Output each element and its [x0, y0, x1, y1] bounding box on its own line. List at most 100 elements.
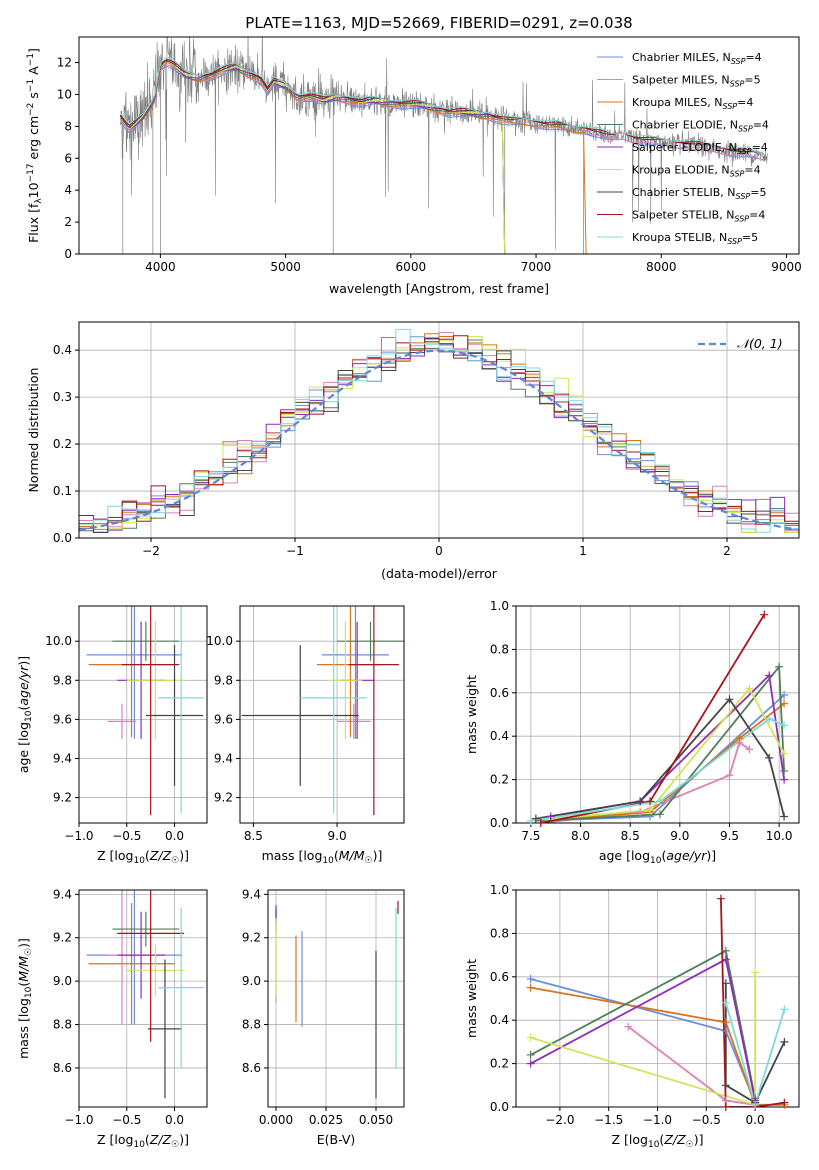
weight-line [540, 664, 785, 822]
x-tick-label: 2 [723, 544, 731, 558]
x-axis-label: wavelength [Angstrom, rest frame] [329, 281, 549, 296]
x-tick-label: −1.0 [643, 1113, 672, 1127]
weight-marker [716, 894, 725, 903]
y-tick-label: 0.0 [490, 1100, 509, 1114]
y-tick-label: 2 [64, 215, 72, 229]
y-axis-label: age [log10(age/yr)] [16, 656, 34, 773]
y-axis-label: Normed distribution [26, 368, 41, 493]
weight-marker [735, 734, 744, 743]
x-tick-label: 0.0 [165, 829, 184, 843]
y-tick-label: 0.6 [490, 970, 509, 984]
y-tick-label: 0.4 [490, 1013, 509, 1027]
y-tick-label: 0.0 [490, 816, 509, 830]
weight-marker [780, 1037, 789, 1046]
histogram-kroupa-stelib [79, 328, 799, 538]
legend-entry: Kroupa ELODIE, NSSP=4 [632, 164, 761, 179]
age-vs-Z-panel: −1.0 −0.5 0.0 9.2 9.4 9.6 9.8 10.0 Z [log10(Z/Z☉… [16, 605, 208, 866]
weight-marker [636, 808, 645, 817]
figure-title: PLATE=1163, MJD=52669, FIBERID=0291, z=0… [245, 14, 632, 32]
y-tick-label: 1.0 [490, 599, 509, 613]
y-tick-label: 10.0 [45, 634, 72, 648]
weight-marker [721, 1081, 730, 1090]
y-tick-label: 8.8 [53, 1018, 72, 1032]
weight-marker [721, 1103, 730, 1111]
y-tick-label: 0.0 [53, 531, 72, 545]
weight-marker [526, 1033, 535, 1042]
y-tick-label: 9.4 [53, 751, 72, 765]
weight-marker [526, 1050, 535, 1059]
y-tick-label: 8 [64, 119, 72, 133]
x-tick-label: 8000 [646, 260, 677, 274]
x-tick-label: −1 [286, 544, 304, 558]
weight-marker [780, 1098, 789, 1107]
weight-marker [765, 753, 774, 762]
x-tick-label: 0.000 [259, 1113, 293, 1127]
spectrum-panel: 4000 5000 6000 7000 8000 9000 0 2 4 6 8 10 12 wavelen… [26, 36, 802, 296]
weight-marker [546, 812, 555, 821]
spectrum-marks [119, 37, 768, 254]
weight-marker [745, 745, 754, 754]
weight-marker [646, 797, 655, 806]
x-tick-label: 0.0 [746, 1113, 765, 1127]
weight-marker [751, 968, 760, 977]
y-tick-label: 9.2 [53, 931, 72, 945]
age-vs-Z-marks [86, 606, 205, 816]
model-kroupa-stelib [119, 56, 766, 156]
weight-marker [655, 810, 664, 819]
y-tick-label: 0 [64, 247, 72, 261]
legend-entry: Chabrier MILES, NSSP=4 [632, 51, 762, 66]
weight-marker [780, 812, 789, 821]
weight-marker [780, 1005, 789, 1014]
mass-vs-Z-marks [86, 890, 205, 1099]
weight-marker [721, 979, 730, 988]
weight-marker [531, 814, 540, 823]
x-tick-label: −2 [142, 544, 160, 558]
model-kroupa-miles [119, 62, 587, 254]
y-axis-label: mass [log10(M/M☉)] [16, 938, 34, 1059]
x-tick-label: −2.0 [545, 1113, 574, 1127]
weight-marker [646, 805, 655, 814]
y-tick-label: 0.4 [490, 729, 509, 743]
y-tick-label: 9.2 [242, 931, 261, 945]
x-tick-label: 9.0 [328, 829, 347, 843]
weight-vs-age-marks [530, 614, 785, 823]
weight-marker [721, 1018, 730, 1027]
y-tick-label: 1.0 [490, 883, 509, 897]
weight-line [530, 949, 756, 1099]
y-tick-label: 8.6 [53, 1061, 72, 1075]
legend-entry: Salpeter ELODIE, NSSP=4 [632, 141, 768, 156]
legend-entry: Kroupa STELIB, NSSP=5 [632, 231, 758, 246]
y-tick-label: 0.1 [53, 484, 72, 498]
residuals-panel: −2 −1 0 1 2 0.0 0.1 0.2 0.3 0.4 𝒩(0, 1) (data-model… [26, 321, 800, 581]
y-tick-label: 9.2 [214, 791, 233, 805]
x-tick-label: 0.050 [359, 1113, 393, 1127]
x-tick-label: 0.025 [309, 1113, 343, 1127]
x-tick-label: 9000 [771, 260, 802, 274]
x-tick-label: −1.0 [64, 829, 93, 843]
weight-marker [780, 721, 789, 730]
x-axis-label: age [log10(age/yr)] [599, 848, 716, 866]
x-tick-label: 10.0 [766, 829, 793, 843]
axes-frame [78, 889, 208, 1108]
axes-frame [78, 605, 208, 824]
weight-marker [721, 998, 730, 1007]
y-tick-label: 9.6 [53, 712, 72, 726]
weight-vs-Z-panel: −2.0 −1.5 −1.0 −0.5 0.0 0.0 0.2 0.4 0.6 0.8 1.0 mas… [464, 883, 800, 1150]
weight-marker [725, 695, 734, 704]
histogram-chabrier-stelib [79, 337, 799, 538]
weight-vs-age-panel: 7.5 8.0 8.5 9.0 9.5 10.0 0.0 0.2 0.4 0.6 0.8 1.0 mas… [464, 599, 800, 866]
mass-vs-Z-panel: −1.0 −0.5 0.0 8.6 8.8 9.0 9.2 9.4 Z [log10(Z/Z☉)… [16, 887, 208, 1150]
x-axis-label: E(B-V) [317, 1132, 356, 1147]
legend-entry: Chabrier STELIB, NSSP=5 [632, 186, 766, 201]
axes-frame [267, 889, 405, 1108]
weight-marker [526, 816, 535, 825]
y-tick-label: 9.4 [53, 887, 72, 901]
weight-marker [721, 955, 730, 964]
y-tick-label: 10.0 [206, 634, 233, 648]
weight-marker [721, 1027, 730, 1036]
x-tick-label: 0.0 [165, 1113, 184, 1127]
y-axis-label: Flux [fλ10−17 erg cm−2 s−1 A−1] [26, 48, 44, 243]
weight-marker [765, 671, 774, 680]
weight-marker [725, 771, 734, 780]
weight-marker [780, 690, 789, 699]
